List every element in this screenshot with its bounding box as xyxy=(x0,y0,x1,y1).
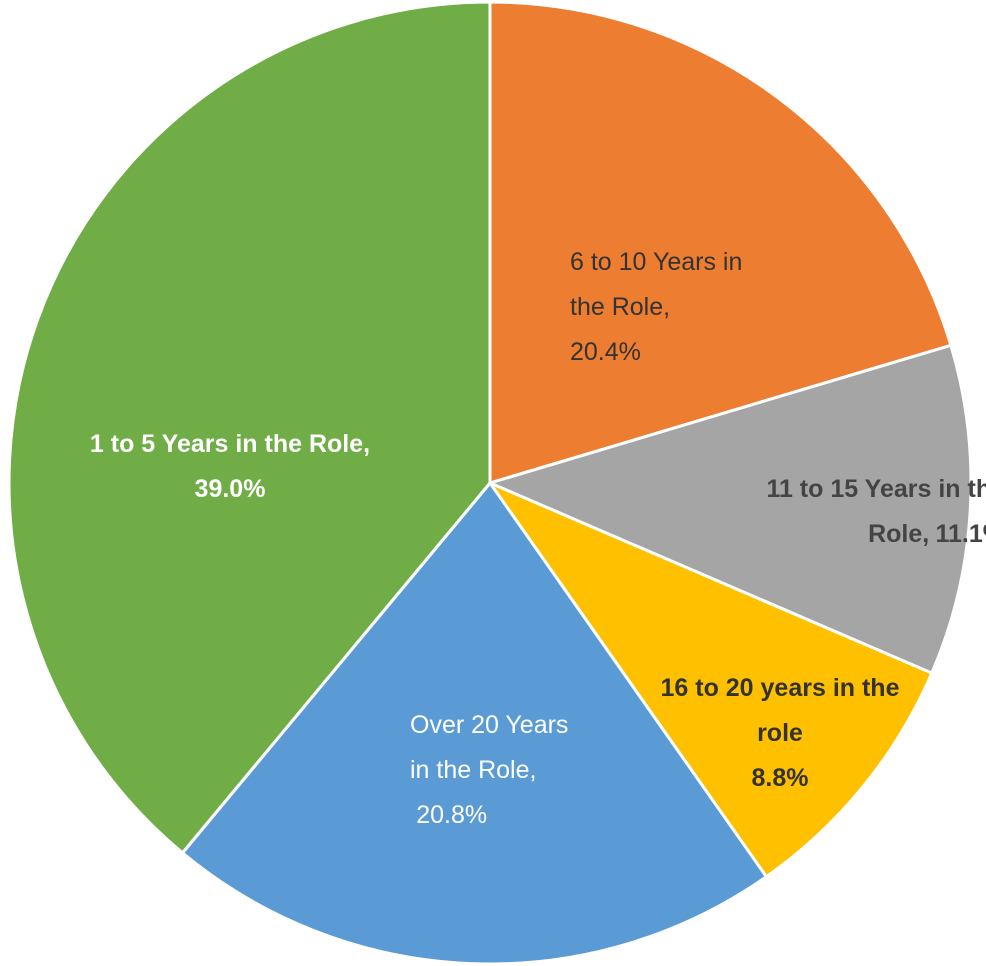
pie-slice xyxy=(7,0,492,855)
category-label: 1 to 5 Years in the Role, xyxy=(89,430,371,458)
slice-label: 6 to 10 Years in the Role, 20.4% xyxy=(570,240,780,375)
category-label: Over 20 Years in the Role, xyxy=(410,711,569,784)
value-label: 8.8% xyxy=(751,764,809,792)
slice-label: 11 to 15 Years in the Role,11.1% xyxy=(715,467,986,557)
pie-slice xyxy=(488,0,953,486)
value-label: 11.1% xyxy=(935,520,986,548)
pie-slice xyxy=(180,480,769,966)
pie-slice xyxy=(485,479,934,879)
slice-label: 16 to 20 years in the role 8.8% xyxy=(640,666,920,801)
category-label: 16 to 20 years in the role xyxy=(660,674,900,747)
value-label: 20.8% xyxy=(416,801,488,829)
value-label: 20.4% xyxy=(570,338,641,366)
slice-label: 1 to 5 Years in the Role, 39.0% xyxy=(20,422,440,512)
slice-label: Over 20 Years in the Role, 20.8% xyxy=(410,703,570,838)
pie-slice xyxy=(485,343,973,676)
value-label: 39.0% xyxy=(194,475,266,503)
category-label: 6 to 10 Years in the Role, xyxy=(570,248,743,321)
category-label: 11 to 15 Years in the Role, xyxy=(766,475,986,548)
